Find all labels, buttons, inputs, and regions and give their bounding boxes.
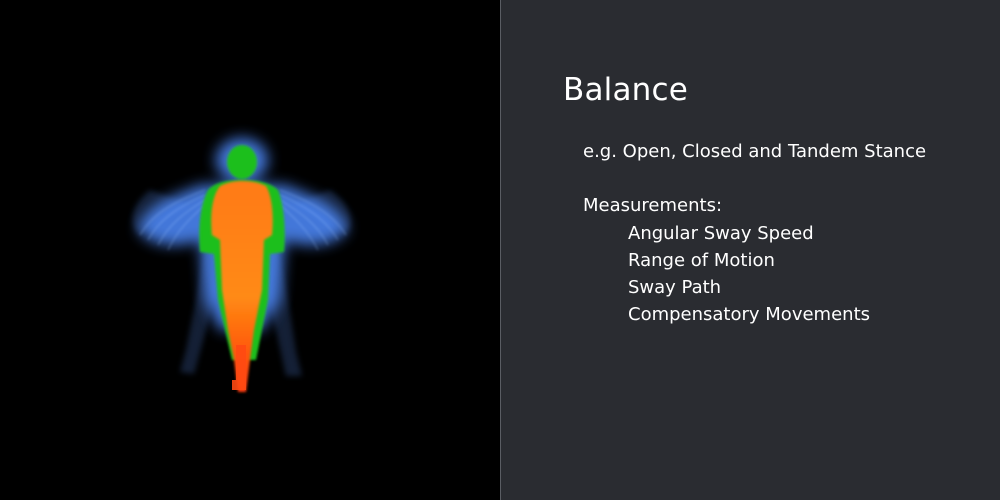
description-panel: Balance e.g. Open, Closed and Tandem Sta… [501,0,1000,500]
measurements-heading: Measurements: [583,195,723,216]
panel-divider [500,0,501,500]
high-intensity-core [211,181,273,392]
arm-sway-streaks [139,189,347,251]
body-sway-heatmap-figure [132,138,351,392]
measurement-item-sway-path: Sway Path [628,277,722,298]
slide-title: Balance [563,72,689,108]
measurement-item-range-of-motion: Range of Motion [628,250,775,271]
motion-heatmap-image [132,138,351,392]
measurements-list: Angular Sway Speed Range of Motion Sway … [628,220,870,328]
measurement-item-angular-sway-speed: Angular Sway Speed [628,223,814,244]
stance-examples: e.g. Open, Closed and Tandem Stance [583,141,927,162]
lower-leg-trace [232,345,246,390]
measurement-item-compensatory-movements: Compensatory Movements [628,304,870,325]
